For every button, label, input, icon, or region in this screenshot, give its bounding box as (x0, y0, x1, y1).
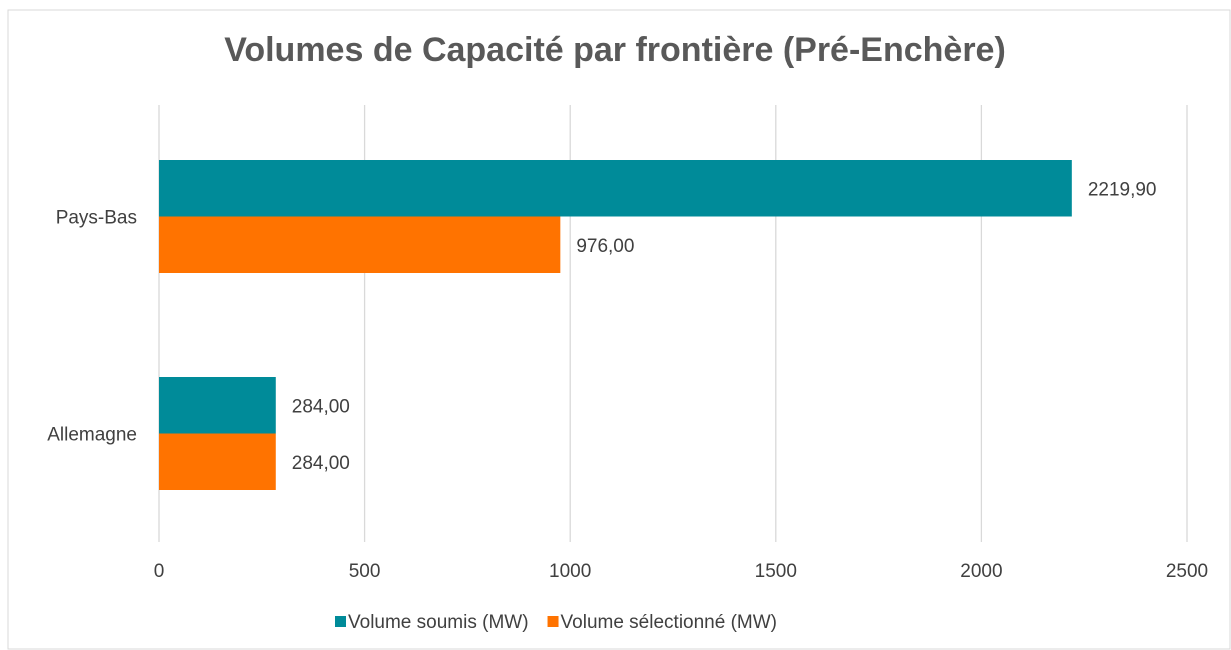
data-label: 976,00 (576, 236, 634, 257)
data-label: 284,00 (292, 396, 350, 417)
legend-label: Volume sélectionné (MW) (561, 612, 777, 633)
y-tick-label: Allemagne (47, 425, 137, 446)
bar (159, 160, 1072, 217)
data-label: 2219,90 (1088, 179, 1157, 200)
x-tick-label: 1000 (549, 561, 591, 582)
legend-swatch (335, 616, 346, 627)
y-tick-label: Pays-Bas (56, 208, 137, 229)
bar (159, 216, 561, 273)
bar (159, 377, 276, 434)
data-label: 284,00 (292, 453, 350, 474)
x-tick-label: 2500 (1166, 561, 1208, 582)
legend-label: Volume soumis (MW) (348, 612, 529, 633)
legend-swatch (547, 616, 559, 627)
x-tick-label: 2000 (960, 561, 1002, 582)
chart-title: Volumes de Capacité par frontière (Pré-E… (224, 31, 1006, 69)
x-tick-label: 500 (349, 561, 381, 582)
x-tick-label: 0 (154, 561, 165, 582)
x-tick-label: 1500 (755, 561, 797, 582)
chart-frame (7, 9, 1231, 650)
bar (159, 433, 276, 490)
